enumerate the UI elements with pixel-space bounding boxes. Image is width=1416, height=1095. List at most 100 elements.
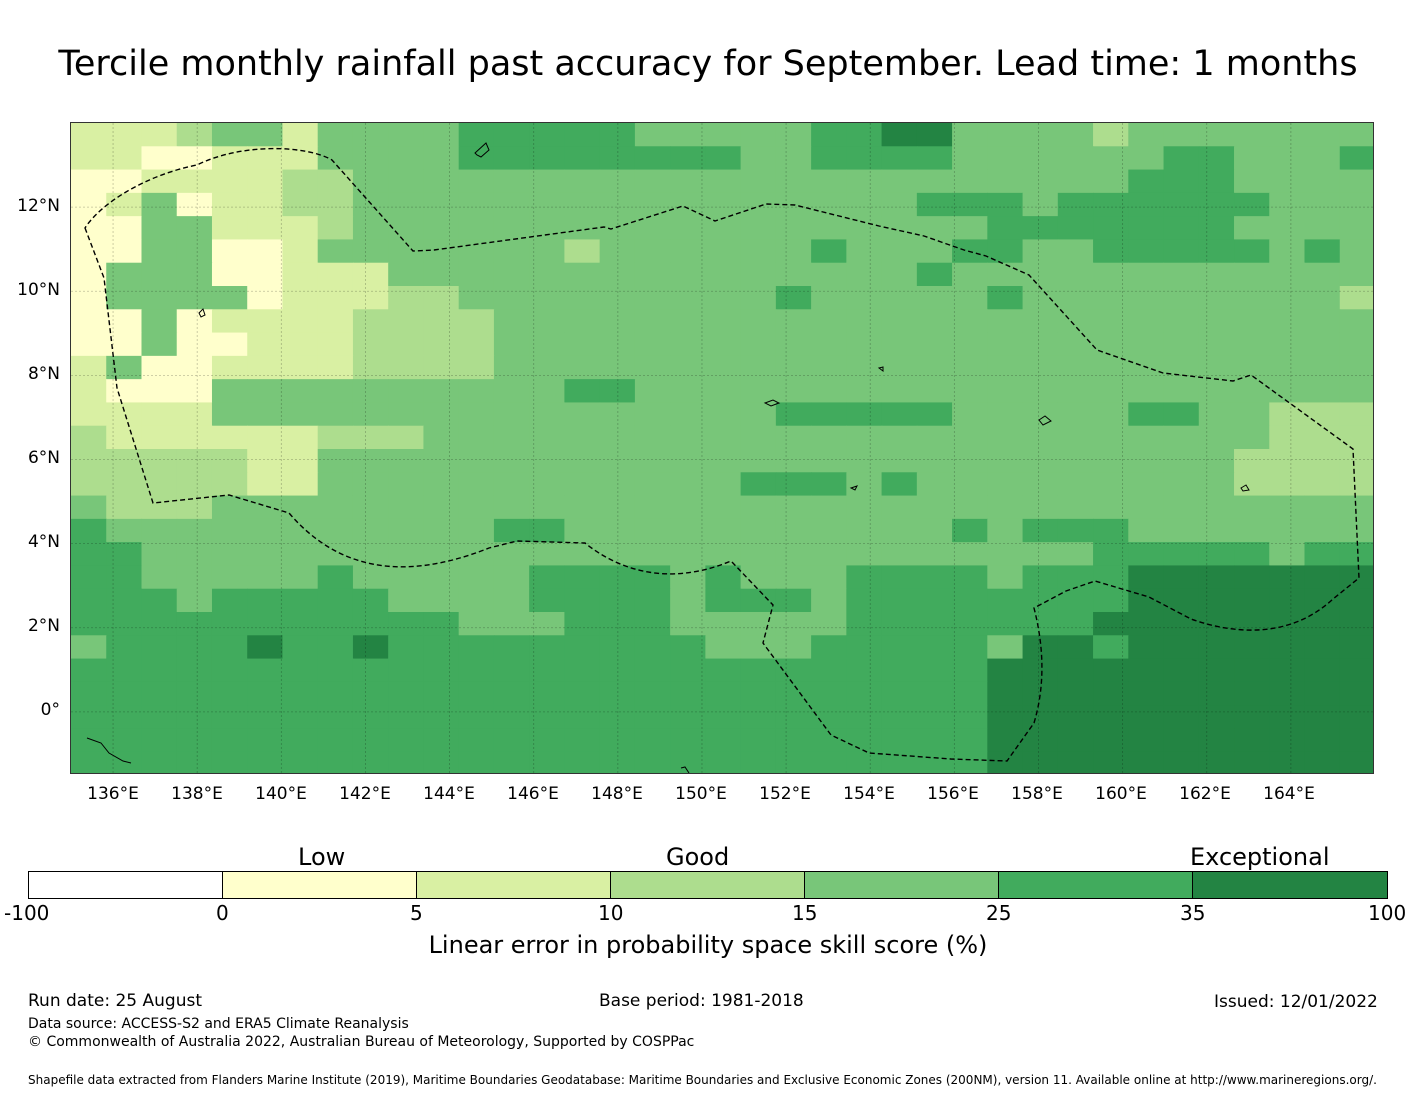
lon-label-162e: 162°E <box>1179 784 1231 804</box>
grid-cell <box>775 588 812 613</box>
lat-label-6n: 6°N <box>27 448 60 468</box>
grid-cell <box>1269 402 1306 427</box>
grid-cell <box>71 705 107 730</box>
grid-cell <box>564 309 601 334</box>
grid-cell <box>634 495 671 520</box>
grid-cell <box>141 379 178 404</box>
grid-cell <box>1022 425 1059 450</box>
grid-cell <box>564 542 601 567</box>
grid-cell <box>176 332 213 357</box>
grid-cell <box>1198 565 1235 590</box>
grid-cell <box>634 565 671 590</box>
grid-cell <box>599 402 636 427</box>
grid-cell <box>952 309 988 334</box>
grid-cell <box>599 705 636 730</box>
lon-label-150e: 150°E <box>675 784 727 804</box>
grid-cell <box>423 518 460 543</box>
grid-cell <box>71 402 107 427</box>
grid-cell <box>282 192 319 217</box>
grid-cell <box>1057 449 1094 473</box>
grid-cell <box>1304 449 1341 473</box>
grid-cell <box>106 309 143 334</box>
grid-cell <box>634 705 671 730</box>
grid-cell <box>1057 495 1094 520</box>
grid-cell <box>811 239 847 264</box>
grid-cell <box>529 681 565 706</box>
grid-cell <box>916 472 953 497</box>
grid-cell <box>1198 681 1235 706</box>
grid-cell <box>881 379 918 404</box>
grid-cell <box>388 309 425 334</box>
grid-cell <box>423 192 460 217</box>
grid-cell <box>1163 728 1200 753</box>
grid-cell <box>564 658 601 683</box>
shapefile-credit: Shapefile data extracted from Flanders M… <box>28 1073 1377 1087</box>
grid-cell <box>987 728 1024 753</box>
grid-cell <box>1128 216 1165 241</box>
grid-cell <box>634 402 671 427</box>
grid-cell <box>282 449 319 473</box>
grid-cell <box>987 402 1024 427</box>
grid-cell <box>634 379 671 404</box>
grid-cell <box>1198 216 1235 241</box>
grid-cell <box>1198 472 1235 497</box>
grid-cell <box>1198 192 1235 217</box>
grid-cell <box>106 239 143 264</box>
grid-cell <box>881 635 918 660</box>
grid-cell <box>1093 588 1129 613</box>
grid-cell <box>987 379 1024 404</box>
grid-cell <box>670 635 706 660</box>
grid-cell <box>352 728 389 753</box>
grid-cell <box>1304 635 1341 660</box>
grid-cell <box>811 588 847 613</box>
grid-cell <box>1339 565 1373 590</box>
grid-cell <box>1198 146 1235 171</box>
grid-cell <box>176 286 213 310</box>
grid-cell <box>634 542 671 567</box>
grid-cell <box>247 379 284 404</box>
grid-cell <box>705 518 742 543</box>
grid-cell <box>670 425 706 450</box>
grid-cell <box>176 169 213 194</box>
grid-cell <box>317 518 354 543</box>
grid-cell <box>247 332 284 357</box>
grid-cell <box>952 123 988 147</box>
grid-cell <box>1163 425 1200 450</box>
grid-cell <box>740 751 777 773</box>
grid-cell <box>317 355 354 380</box>
grid-cell <box>211 495 248 520</box>
grid-cell <box>1128 635 1165 660</box>
grid-cell <box>811 169 847 194</box>
grid-cell <box>564 565 601 590</box>
grid-cell <box>141 355 178 380</box>
grid-cell <box>458 309 495 334</box>
grid-cell <box>1093 332 1129 357</box>
grid-cell <box>705 332 742 357</box>
grid-cell <box>388 169 425 194</box>
grid-cell <box>423 681 460 706</box>
grid-cell <box>458 728 495 753</box>
grid-cell <box>1198 286 1235 310</box>
grid-cell <box>388 658 425 683</box>
grid-cell <box>1198 239 1235 264</box>
grid-cell <box>1057 681 1094 706</box>
grid-cell <box>1339 146 1373 171</box>
grid-cell <box>247 355 284 380</box>
grid-cell <box>529 425 565 450</box>
grid-cell <box>634 309 671 334</box>
grid-cell <box>1234 309 1270 334</box>
grid-cell <box>529 286 565 310</box>
grid-cell <box>775 681 812 706</box>
grid-cell <box>211 355 248 380</box>
grid-cell <box>740 588 777 613</box>
grid-cell <box>458 425 495 450</box>
grid-cell <box>916 262 953 287</box>
grid-cell <box>71 588 107 613</box>
grid-cell <box>211 262 248 287</box>
grid-cell <box>811 192 847 217</box>
grid-cell <box>634 146 671 171</box>
grid-cell <box>1057 542 1094 567</box>
grid-cell <box>1022 332 1059 357</box>
grid-cell <box>493 728 530 753</box>
grid-cell <box>952 146 988 171</box>
